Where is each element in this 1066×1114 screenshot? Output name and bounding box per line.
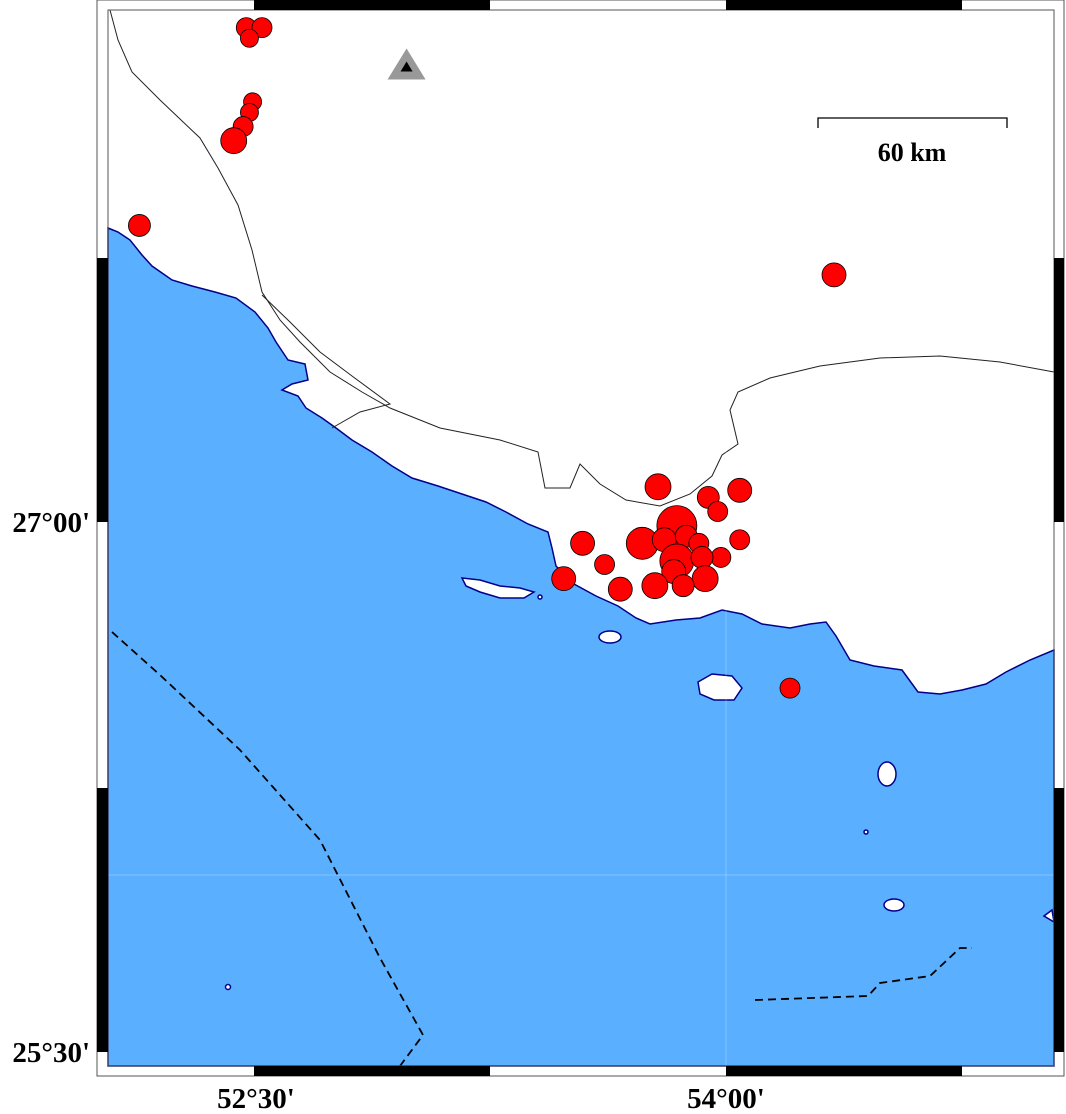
island — [598, 630, 622, 644]
earthquake-event — [707, 501, 729, 522]
islands — [224, 577, 1056, 991]
lon-label-54: 54°00' — [687, 1083, 765, 1114]
earthquake-event — [710, 547, 732, 568]
earthquake-event — [220, 127, 248, 155]
island — [863, 829, 869, 835]
earthquake-event — [128, 214, 151, 237]
frame-tick — [97, 788, 108, 1052]
earthquake-event — [551, 566, 577, 592]
island — [697, 673, 743, 701]
station-inner-triangle-icon — [400, 61, 413, 72]
earthquake-event — [729, 529, 751, 551]
island — [1042, 908, 1056, 924]
island — [224, 983, 232, 991]
earthquake-event — [821, 262, 847, 288]
island — [883, 898, 905, 912]
scale-bar-line — [817, 117, 1008, 128]
island — [537, 594, 543, 600]
lat-label-27: 27°00' — [12, 507, 90, 539]
frame-tick — [726, 1066, 962, 1076]
borders — [109, 9, 1055, 507]
lon-label-52-30: 52°30' — [217, 1083, 295, 1114]
station-marker — [387, 48, 426, 80]
border-line — [109, 9, 1055, 507]
frame-tick — [97, 258, 108, 522]
scale-bar: 60 km — [817, 117, 1008, 167]
map-frame — [96, 0, 1065, 1077]
maritime-boundary — [754, 947, 972, 1001]
frame-tick — [254, 0, 490, 10]
frame-tick — [1054, 258, 1064, 522]
earthquake-event — [644, 473, 672, 501]
earthquake-event — [727, 477, 753, 503]
frame-tick — [1054, 788, 1064, 1052]
earthquake-event — [690, 546, 714, 569]
island — [460, 577, 536, 599]
earthquake-event — [607, 576, 633, 602]
earthquake-event — [671, 574, 695, 598]
sea — [107, 226, 1055, 1067]
frame-tick — [726, 0, 962, 10]
border-line — [261, 294, 392, 429]
earthquake-event — [594, 554, 615, 575]
scale-bar-label: 60 km — [878, 138, 947, 167]
island — [877, 761, 897, 787]
earthquake-event — [240, 28, 259, 48]
earthquake-event — [251, 17, 273, 39]
earthquake-event — [641, 572, 669, 600]
earthquake-event — [779, 677, 801, 699]
frame-tick — [254, 1066, 490, 1076]
earthquake-event — [691, 565, 719, 593]
events-layer — [128, 17, 847, 699]
grid — [108, 10, 1054, 1066]
earthquake-event — [570, 530, 595, 556]
dashed-boundaries — [111, 631, 972, 1067]
lat-label-25-30: 25°30' — [12, 1037, 90, 1069]
